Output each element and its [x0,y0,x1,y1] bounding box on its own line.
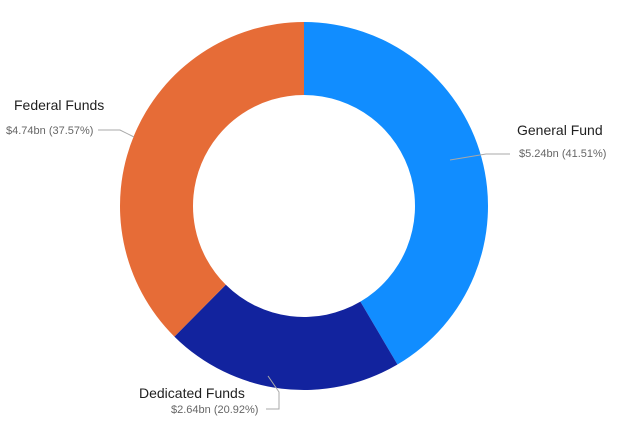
value-label-general-fund: $5.24bn (41.51%) [519,148,606,160]
category-label-federal-funds: Federal Funds [14,97,104,113]
category-label-general-fund: General Fund [517,122,603,138]
slice-federal-funds[interactable] [120,22,305,337]
category-label-dedicated-funds: Dedicated Funds [139,385,245,401]
slice-dedicated-funds[interactable] [174,284,398,390]
leader-line-federal-funds [98,129,135,138]
leader-lines-layer [98,129,510,410]
value-label-dedicated-funds: $2.64bn (20.92%) [171,404,258,416]
labels-layer: General Fund $5.24bn (41.51%) Dedicated Fu… [6,97,606,416]
value-label-federal-funds: $4.74bn (37.57%) [6,125,93,137]
leader-line-general-fund [449,153,510,161]
leader-line-dedicated-funds [266,375,280,410]
slices-layer [120,22,488,390]
slice-general-fund[interactable] [304,22,488,365]
